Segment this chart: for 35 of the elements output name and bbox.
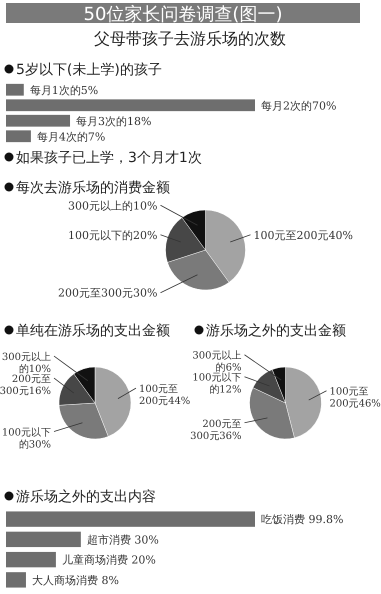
chart-title: 游乐场之外的支出内容 [16, 489, 156, 505]
chart-title: 5岁以下(未上学)的孩子 [16, 62, 162, 78]
data-label: 每月1次的5% [30, 84, 98, 97]
slice-label: 100元以下的30% [2, 426, 51, 450]
data-label: 吃饭消费 99.8% [261, 513, 344, 526]
bar [6, 511, 255, 527]
slice-label: 300元以上的10% [2, 351, 51, 376]
slice-label: 100元至200元44% [139, 384, 190, 408]
slice-label: 100元至200元46% [330, 386, 381, 410]
chart-title: 游乐场之外的支出金额 [206, 323, 346, 339]
data-label: 每月2次的70% [261, 99, 336, 112]
slice-label: 100元以下的20% [68, 228, 158, 242]
data-label: 每月4次的7% [36, 130, 106, 144]
bar [6, 99, 255, 112]
bar [6, 572, 26, 588]
slice-label: 100元至200元40% [254, 228, 353, 242]
slice-label: 200元至300元36% [190, 418, 242, 442]
data-label: 超市消费 30% [86, 533, 159, 546]
slice-label: 100元以下的12% [192, 372, 242, 396]
data-label: 儿童商场消费 20% [62, 554, 156, 567]
data-label: 大人商场消费 8% [32, 574, 119, 587]
bar [6, 114, 70, 127]
slice-label: 200元至300元16% [0, 374, 51, 398]
bar [6, 84, 24, 96]
text: 父母带孩子去游乐场的次数 [94, 29, 286, 48]
data-label: 每月3次的18% [76, 114, 152, 128]
text: 如果孩子已上学，3个月才1次 [16, 150, 202, 166]
bar [6, 552, 56, 568]
bar [6, 130, 31, 142]
chart-title: 单纯在游乐场的支出金额 [16, 323, 170, 339]
text: 50位家长问卷调查(图一) [84, 4, 282, 25]
slice-label: 200元至300元30% [58, 286, 158, 300]
slice-label: 300元以上的10% [68, 199, 158, 212]
bar [6, 532, 81, 548]
chart-title: 每次去游乐场的消费金额 [16, 180, 170, 196]
